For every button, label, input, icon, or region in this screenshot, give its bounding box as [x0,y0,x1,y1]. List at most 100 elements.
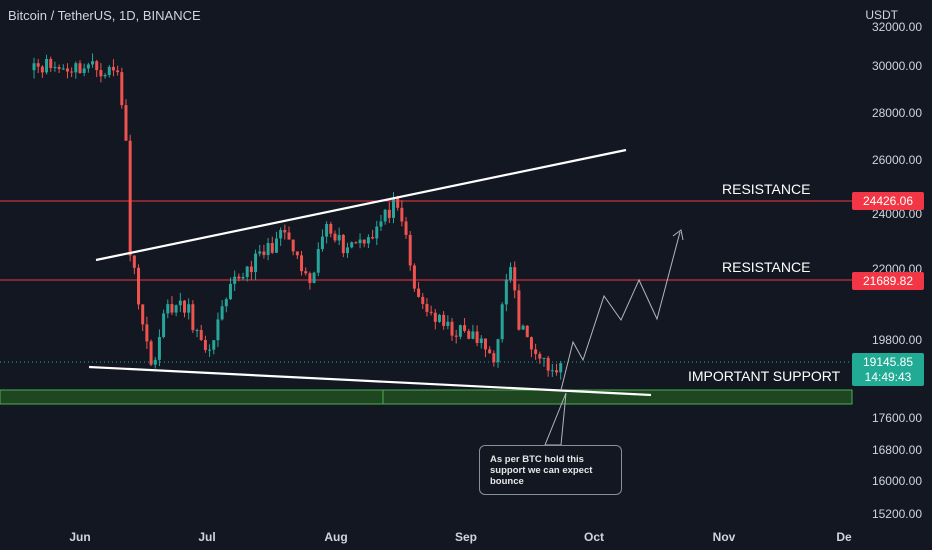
projection-path[interactable] [560,231,681,391]
candle-body[interactable] [325,223,329,237]
candle-body[interactable] [346,247,350,254]
candle-body[interactable] [228,283,232,300]
candle-body[interactable] [463,325,467,331]
candle-body[interactable] [249,266,253,273]
candle-body[interactable] [78,63,82,73]
candle-body[interactable] [208,349,212,351]
resistance-price-label-2[interactable]: 21689.82 [852,272,924,290]
candle-body[interactable] [132,255,136,268]
candle-body[interactable] [425,303,429,312]
candle-body[interactable] [375,226,379,239]
candle-body[interactable] [308,273,312,283]
candle-body[interactable] [316,249,320,273]
candle-body[interactable] [475,331,479,344]
candle-body[interactable] [517,290,521,330]
candle-body[interactable] [220,306,224,320]
candle-body[interactable] [53,67,57,69]
support-text[interactable]: IMPORTANT SUPPORT [688,368,841,384]
candle-body[interactable] [95,61,99,71]
candle-body[interactable] [137,267,141,305]
last-price-label[interactable]: 19145.85 [852,353,924,371]
candle-body[interactable] [550,370,554,372]
candle-body[interactable] [534,349,538,354]
candle-body[interactable] [82,68,86,73]
candle-body[interactable] [116,70,120,73]
upper-trendline[interactable] [95,148,627,262]
candle-body[interactable] [199,330,203,340]
candle-body[interactable] [107,66,111,75]
candle-body[interactable] [162,313,166,338]
candle-body[interactable] [433,312,437,322]
candle-body[interactable] [350,242,354,248]
candle-body[interactable] [174,305,178,313]
candle-body[interactable] [437,314,441,322]
candle-body[interactable] [120,72,124,106]
candle-body[interactable] [341,234,345,254]
candle-body[interactable] [45,58,49,73]
candle-body[interactable] [291,239,295,252]
candle-body[interactable] [500,304,504,340]
candle-body[interactable] [191,304,195,331]
candle-body[interactable] [521,325,525,330]
candle-body[interactable] [371,237,375,239]
candle-body[interactable] [454,335,458,337]
candle-body[interactable] [258,251,262,254]
candle-body[interactable] [471,331,475,339]
candle-body[interactable] [233,276,237,284]
candle-body[interactable] [61,68,65,70]
candle-body[interactable] [166,304,170,314]
candle-body[interactable] [203,339,207,350]
candle-body[interactable] [421,296,425,304]
symbol-title[interactable]: Bitcoin / TetherUS, 1D, BINANCE [8,8,201,23]
candle-body[interactable] [49,58,53,68]
candle-body[interactable] [262,251,266,256]
candle-body[interactable] [546,357,550,371]
candle-body[interactable] [408,234,412,266]
candle-body[interactable] [111,66,115,71]
candle-body[interactable] [103,74,107,77]
candle-body[interactable] [442,314,446,326]
candle-body[interactable] [559,363,563,373]
candle-body[interactable] [74,63,78,73]
candle-body[interactable] [504,279,508,305]
candle-body[interactable] [270,242,274,253]
candle-body[interactable] [170,304,174,313]
candle-body[interactable] [86,64,90,69]
candle-body[interactable] [287,232,291,240]
note-callout[interactable]: As per BTC hold this support we can expe… [479,445,622,495]
candle-body[interactable] [555,370,559,373]
candle-body[interactable] [467,330,471,339]
candle-body[interactable] [32,63,36,71]
candle-body[interactable] [224,299,228,307]
candle-body[interactable] [513,267,517,291]
candle-body[interactable] [70,71,74,73]
candle-body[interactable] [337,234,341,241]
candle-body[interactable] [383,209,387,222]
candle-body[interactable] [392,198,395,218]
candle-body[interactable] [295,251,299,256]
candle-body[interactable] [99,70,103,77]
candle-body[interactable] [396,198,400,208]
candle-body[interactable] [542,357,546,359]
candle-body[interactable] [354,242,358,244]
candle-body[interactable] [145,324,149,342]
candle-body[interactable] [417,288,421,297]
candle-body[interactable] [57,67,61,69]
candle-body[interactable] [312,272,316,283]
resistance-text-1[interactable]: RESISTANCE [722,181,811,197]
candle-body[interactable] [496,339,500,363]
candle-body[interactable] [300,255,304,272]
candle-body[interactable] [149,341,153,365]
candle-body[interactable] [304,271,308,274]
candle-body[interactable] [412,265,416,289]
candle-body[interactable] [266,242,270,256]
candle-body[interactable] [178,300,182,306]
candle-body[interactable] [379,221,383,227]
candle-body[interactable] [212,340,216,350]
candle-body[interactable] [329,223,333,234]
candle-body[interactable] [488,349,492,354]
candle-body[interactable] [446,321,450,326]
lower-trendline[interactable] [88,365,652,397]
